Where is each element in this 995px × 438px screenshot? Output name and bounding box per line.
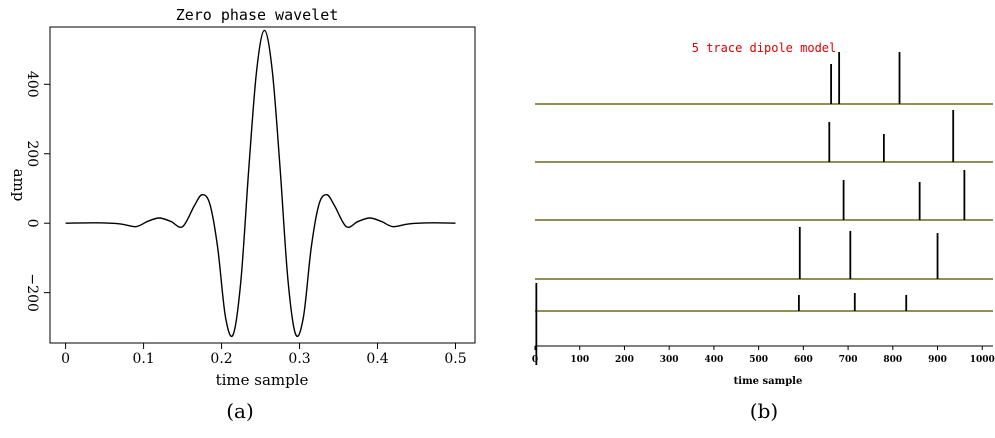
panel-a-y-label: amp xyxy=(10,169,28,202)
panel-b-x-tick-label: 200 xyxy=(615,355,634,365)
panel-a-x-label: time sample xyxy=(216,371,309,389)
panel-b-x-tick-label: 700 xyxy=(839,355,858,365)
panel-b-x-ticks: 0 100 200 300 400 500 600 700 800 900 1000 xyxy=(532,346,995,365)
panel-a-x-tick-label: 0.4 xyxy=(366,351,388,367)
panel-b-x-tick-label: 900 xyxy=(928,355,947,365)
panel-a-y-tick-label: 0 xyxy=(24,219,40,228)
panel-b-traces xyxy=(535,52,993,365)
panel-b-x-tick-label: 0 xyxy=(532,355,538,365)
panel-b-x-tick-label: 400 xyxy=(705,355,724,365)
panel-a-chart: Zero phase wavelet 0 0.1 0.2 0.3 0.4 0.5 400 2… xyxy=(10,6,476,423)
wavelet-line xyxy=(65,29,456,338)
panel-a-y-tick-label: 200 xyxy=(24,140,40,167)
panel-b-x-tick-label: 500 xyxy=(749,355,768,365)
panel-a-y-ticks: 400 200 0 −200 xyxy=(24,71,50,312)
panel-b-x-tick-label: 800 xyxy=(883,355,902,365)
panel-a-x-tick-label: 0.5 xyxy=(444,351,466,367)
panel-b-caption: (b) xyxy=(750,399,778,423)
trace-5 xyxy=(535,283,993,365)
panel-b-title: 5 trace dipole model xyxy=(692,41,837,55)
panel-a-y-tick-label: 400 xyxy=(24,71,40,98)
panel-b-chart: 5 trace dipole model 0 100 200 300 400 500 600… xyxy=(532,41,995,423)
panel-a-x-tick-label: 0.2 xyxy=(210,351,232,367)
panel-b-x-tick-label: 100 xyxy=(570,355,589,365)
trace-1 xyxy=(535,52,993,105)
trace-3 xyxy=(535,170,993,221)
panel-a-x-tick-label: 0 xyxy=(61,351,70,367)
trace-2 xyxy=(535,110,993,163)
panel-a-title: Zero phase wavelet xyxy=(176,6,339,24)
panel-a-x-tick-label: 0.3 xyxy=(288,351,310,367)
panel-a-y-tick-label: −200 xyxy=(24,273,40,311)
panel-a-frame xyxy=(49,26,476,344)
panel-b-x-tick-label: 600 xyxy=(794,355,813,365)
trace-4 xyxy=(535,227,993,280)
panel-a-x-ticks: 0 0.1 0.2 0.3 0.4 0.5 xyxy=(61,343,467,367)
panel-a-caption: (a) xyxy=(226,399,254,423)
panel-a-x-tick-label: 0.1 xyxy=(132,351,154,367)
panel-b-x-tick-label: 300 xyxy=(660,355,679,365)
panel-b-x-label: time sample xyxy=(734,376,803,387)
panel-b-x-tick-label: 1000 xyxy=(970,355,995,365)
